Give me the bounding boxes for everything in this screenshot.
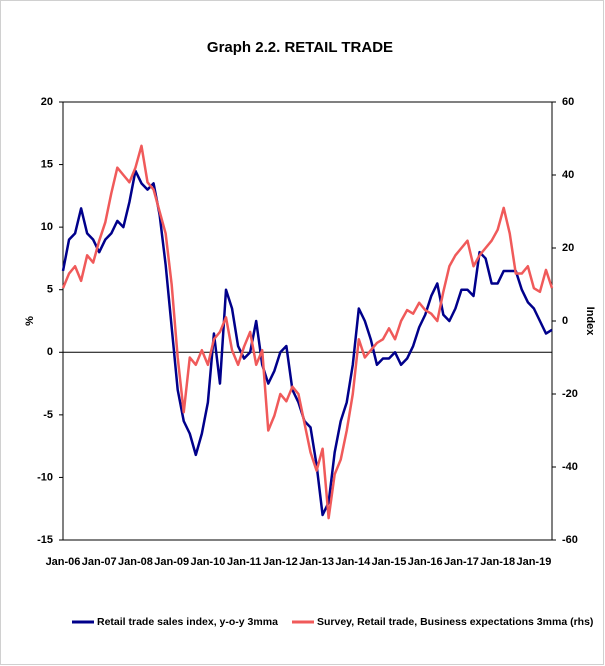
x-tick-label: Jan-16 [408, 556, 443, 568]
y-tick-label: 0 [47, 346, 53, 358]
y-tick-label: 20 [41, 96, 53, 108]
x-tick-label: Jan-10 [190, 556, 225, 568]
chart-title: Graph 2.2. RETAIL TRADE [207, 39, 393, 56]
y2-tick-label: 0 [562, 315, 568, 327]
x-tick-label: Jan-15 [372, 556, 407, 568]
x-tick-label: Jan-08 [118, 556, 153, 568]
x-tick-label: Jan-18 [480, 556, 515, 568]
x-tick-label: Jan-12 [263, 556, 298, 568]
x-tick-label: Jan-14 [335, 556, 371, 568]
y2-tick-label: 60 [562, 96, 574, 108]
y2-tick-label: -20 [562, 388, 578, 400]
y2-tick-label: 40 [562, 169, 574, 181]
x-tick-label: Jan-17 [444, 556, 479, 568]
y-tick-label: -5 [43, 409, 53, 421]
y-tick-label: -15 [37, 534, 53, 546]
series-line [61, 169, 553, 517]
x-tick-label: Jan-11 [227, 556, 261, 568]
legend-label: Retail trade sales index, y-o-y 3mma [97, 616, 278, 628]
y2-axis-label: Index [584, 307, 596, 337]
y-tick-label: 10 [41, 221, 53, 233]
series-line [61, 144, 554, 520]
y2-tick-label: -40 [562, 461, 578, 473]
y-tick-label: 5 [47, 284, 53, 296]
x-tick-label: Jan-06 [46, 556, 81, 568]
y-tick-label: 15 [41, 158, 53, 170]
y-axis-label: % [24, 316, 36, 326]
legend-label: Survey, Retail trade, Business expectati… [317, 616, 593, 628]
y2-tick-label: -60 [562, 534, 578, 546]
y-tick-label: -10 [37, 471, 53, 483]
y2-tick-label: 20 [562, 242, 574, 254]
x-tick-label: Jan-07 [82, 556, 117, 568]
x-tick-label: Jan-13 [299, 556, 334, 568]
x-tick-label: Jan-09 [154, 556, 189, 568]
x-tick-label: Jan-19 [516, 556, 551, 568]
